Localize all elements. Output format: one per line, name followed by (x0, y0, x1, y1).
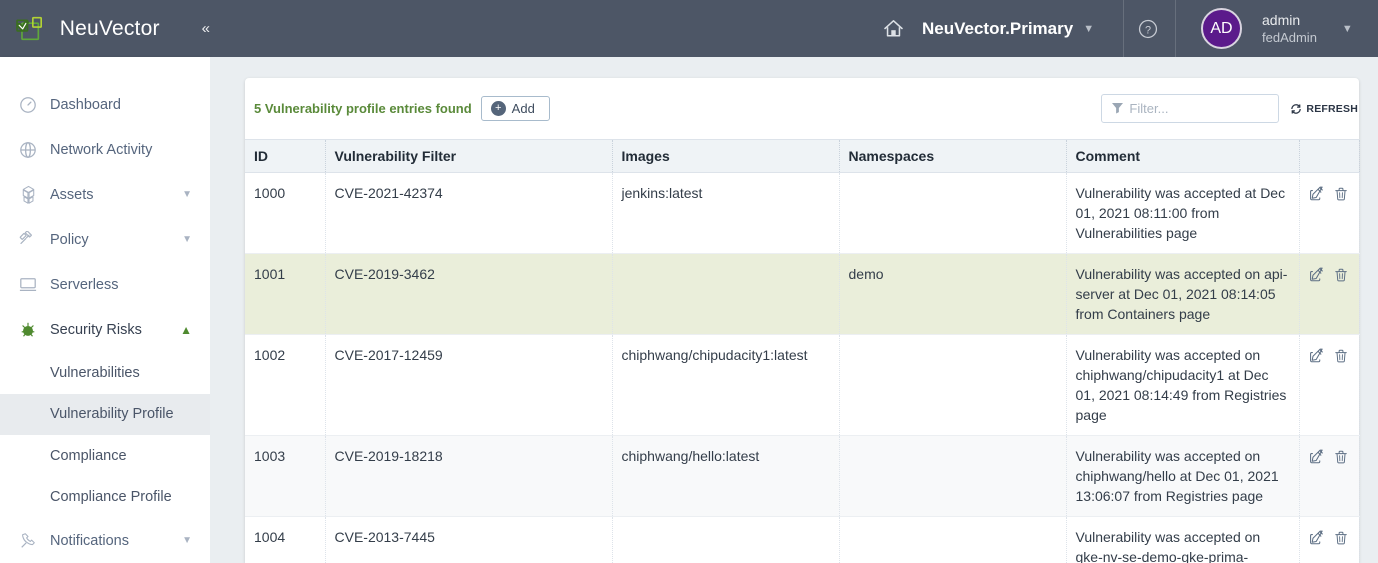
svg-text:?: ? (1145, 24, 1151, 36)
